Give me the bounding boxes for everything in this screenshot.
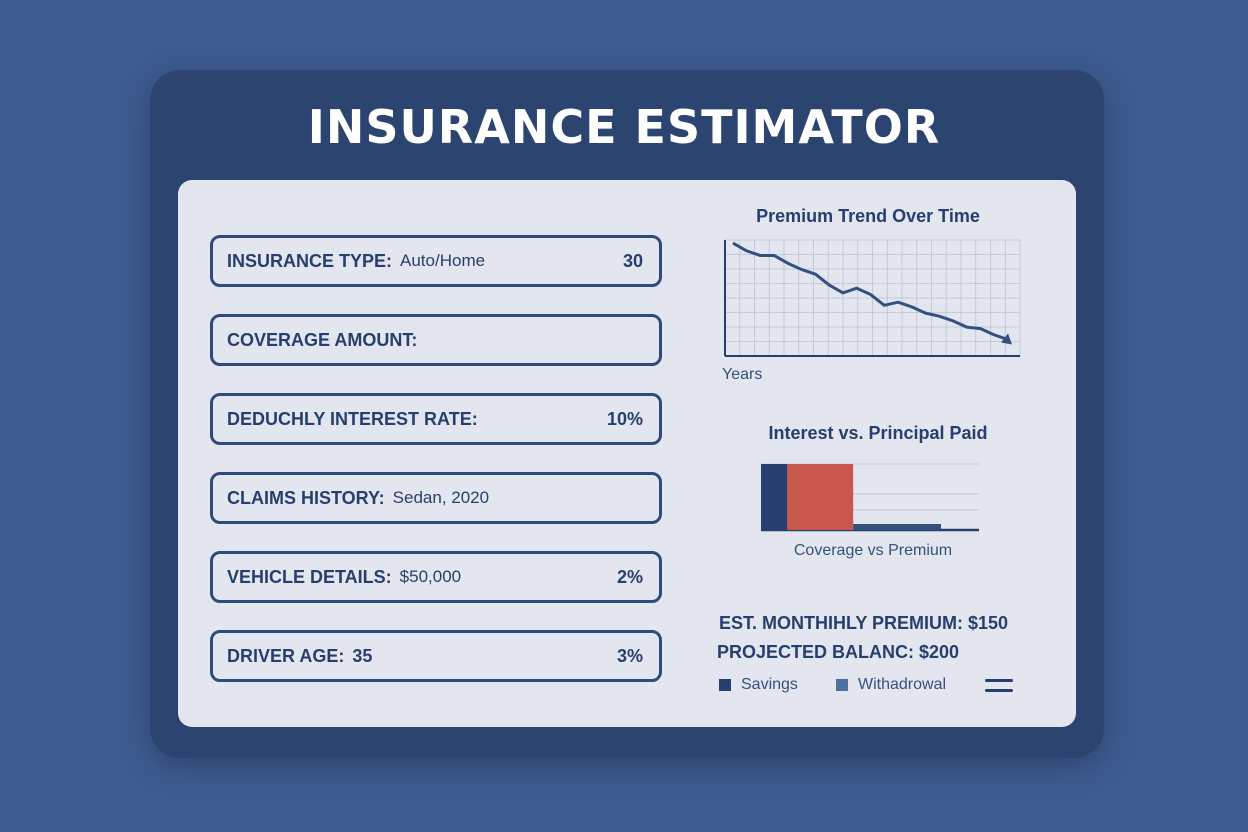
- field-right-value: 3%: [616, 645, 643, 666]
- series-line: [732, 241, 1009, 341]
- field-value: Sedan, 2020: [392, 488, 490, 507]
- field-right-value: 30: [622, 250, 643, 271]
- field-label: CLAIMS HISTORY:: [227, 487, 385, 508]
- field-right-value: 10%: [606, 408, 643, 429]
- legend-label: Savings: [741, 676, 798, 693]
- hamburger-menu-icon[interactable]: [985, 679, 1013, 693]
- driver-age-field[interactable]: DRIVER AGE: 35 3%: [210, 630, 662, 682]
- legend-savings: Savings: [719, 676, 798, 694]
- line-chart-title: Premium Trend Over Time: [756, 206, 980, 226]
- field-label: DEDUCHLY INTEREST RATE:: [227, 408, 478, 429]
- line-chart-xlabel: Years: [722, 366, 763, 383]
- field-value: 35: [352, 645, 373, 666]
- interest-rate-field[interactable]: DEDUCHLY INTEREST RATE: 10%: [210, 393, 662, 445]
- bar-segment: [853, 524, 941, 530]
- claims-history-field[interactable]: CLAIMS HISTORY: Sedan, 2020: [210, 472, 662, 524]
- field-right-value: 2%: [616, 566, 643, 587]
- trend-arrow-icon: [1001, 333, 1012, 345]
- coverage-amount-field[interactable]: COVERAGE AMOUNT:: [210, 314, 662, 366]
- app-title: INSURANCE ESTIMATOR: [307, 100, 941, 154]
- field-value: Auto/Home: [400, 251, 486, 270]
- field-label: VEHICLE DETAILS:: [227, 566, 392, 587]
- field-label: INSURANCE TYPE:: [227, 250, 393, 271]
- bar-segment: [787, 464, 854, 530]
- premium-trend-chart: [724, 239, 1021, 357]
- bar-chart-title: Interest vs. Principal Paid: [768, 423, 988, 443]
- legend-withdrawal: Withadrowal: [836, 676, 946, 694]
- bar-segment: [761, 464, 788, 530]
- interest-principal-chart: [761, 463, 979, 532]
- projected-balance-text: PROJECTED BALANC: $200: [717, 642, 960, 662]
- field-label: COVERAGE AMOUNT:: [227, 329, 418, 350]
- vehicle-details-field[interactable]: VEHICLE DETAILS: $50,000 2%: [210, 551, 662, 603]
- field-value: $50,000: [399, 567, 462, 586]
- legend-label: Withadrowal: [858, 676, 947, 693]
- bar-chart-xlabel: Coverage vs Premium: [793, 542, 953, 559]
- monthly-premium-text: EST. MONTHIHLY PREMIUM: $150: [719, 613, 1009, 633]
- legend-swatch: [836, 679, 848, 691]
- field-label: DRIVER AGE:: [227, 645, 345, 666]
- legend-swatch: [719, 679, 731, 691]
- insurance-type-field[interactable]: INSURANCE TYPE: Auto/Home 30: [210, 235, 662, 287]
